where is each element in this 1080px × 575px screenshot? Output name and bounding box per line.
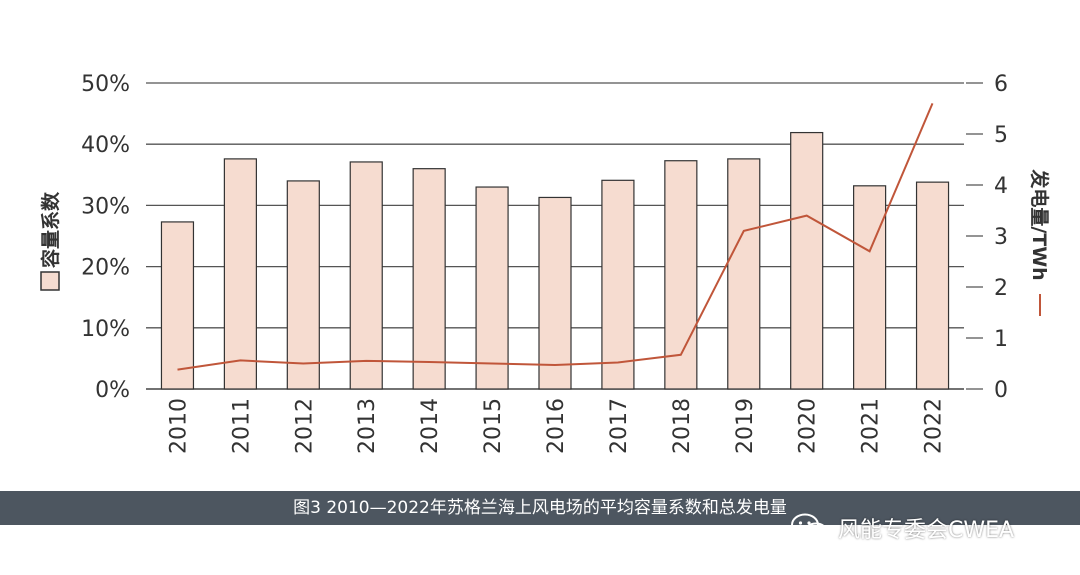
wechat-icon xyxy=(791,513,828,542)
x-tick-label: 2017 xyxy=(607,398,632,454)
left-tick-label: 40% xyxy=(81,133,130,158)
x-tick-label: 2016 xyxy=(544,398,569,454)
bar xyxy=(664,160,698,390)
x-tick-label: 2018 xyxy=(670,398,695,454)
bar xyxy=(475,186,509,390)
bar-series xyxy=(160,131,950,390)
left-axis-title: 容量系数 xyxy=(39,191,62,291)
x-tick-label: 2015 xyxy=(481,398,506,454)
x-tick-label: 2021 xyxy=(859,398,884,454)
x-tick-label: 2013 xyxy=(355,398,380,454)
bar xyxy=(601,179,635,390)
bar xyxy=(727,158,761,390)
right-tick-label: 6 xyxy=(994,72,1008,97)
bar xyxy=(853,185,887,390)
right-axis-title: 发电量/TWh xyxy=(1028,168,1051,316)
x-tick-label: 2019 xyxy=(733,398,758,454)
watermark-text: 风能专委会CWEA xyxy=(838,518,1015,543)
bar xyxy=(915,181,950,390)
x-tick-label: 2022 xyxy=(922,398,947,454)
left-tick-label: 30% xyxy=(81,194,130,219)
x-tick-label: 2020 xyxy=(796,398,821,454)
x-tick-label: 2011 xyxy=(229,398,254,454)
x-tick-label: 2012 xyxy=(292,398,317,454)
left-tick-label: 20% xyxy=(81,256,130,281)
bar xyxy=(412,168,446,390)
x-axis-ticks: 2010 2011 2012 2013 2014 2015 2016 2017 2018 2019… xyxy=(166,398,946,454)
left-legend-swatch xyxy=(40,271,60,291)
right-tick-label: 4 xyxy=(994,174,1008,199)
right-tick-label: 3 xyxy=(994,225,1008,250)
right-tick-label: 5 xyxy=(994,123,1008,148)
right-tick-label: 0 xyxy=(994,378,1008,403)
watermark: 风能专委会CWEA xyxy=(790,508,1014,548)
caption-bar: 图3 2010—2022年苏格兰海上风电场的平均容量系数和总发电量 xyxy=(0,491,1080,525)
left-axis-ticks: 0% 10% 20% 30% 40% 50% xyxy=(81,72,130,403)
left-axis-label: 容量系数 xyxy=(39,191,62,268)
bar xyxy=(790,131,824,390)
x-tick-label: 2014 xyxy=(418,398,443,454)
right-axis-ticks: 0 1 2 3 4 5 6 xyxy=(966,72,1008,403)
bar xyxy=(349,161,383,390)
right-tick-label: 2 xyxy=(994,276,1008,301)
right-tick-label: 1 xyxy=(994,327,1008,352)
x-tick-label: 2010 xyxy=(166,398,191,454)
line-series xyxy=(177,103,934,371)
left-tick-label: 0% xyxy=(95,378,130,403)
bar xyxy=(538,196,572,390)
bar xyxy=(223,158,257,390)
right-axis-label: 发电量/TWh xyxy=(1028,168,1051,280)
bar xyxy=(160,221,195,390)
figure-caption: 图3 2010—2022年苏格兰海上风电场的平均容量系数和总发电量 xyxy=(293,498,787,518)
bar xyxy=(286,180,320,390)
left-tick-label: 50% xyxy=(81,72,130,97)
left-tick-label: 10% xyxy=(81,317,130,342)
